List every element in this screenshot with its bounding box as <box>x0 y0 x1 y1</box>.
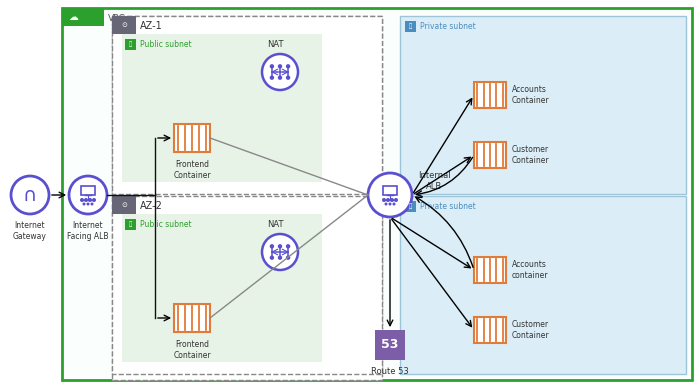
FancyBboxPatch shape <box>174 124 210 152</box>
FancyBboxPatch shape <box>112 16 382 380</box>
FancyBboxPatch shape <box>125 219 136 230</box>
Text: 🔒: 🔒 <box>128 41 132 47</box>
Text: Frontend
Container: Frontend Container <box>173 340 211 360</box>
Circle shape <box>270 244 274 249</box>
FancyBboxPatch shape <box>112 196 382 374</box>
FancyBboxPatch shape <box>400 196 686 374</box>
Circle shape <box>90 203 94 205</box>
Circle shape <box>286 75 290 80</box>
Text: Public subnet: Public subnet <box>140 40 192 49</box>
Circle shape <box>262 54 298 90</box>
Text: 53: 53 <box>382 338 399 352</box>
FancyBboxPatch shape <box>62 8 692 380</box>
Circle shape <box>87 203 90 205</box>
FancyBboxPatch shape <box>405 21 416 32</box>
FancyBboxPatch shape <box>400 16 686 194</box>
Text: Private subnet: Private subnet <box>420 202 476 210</box>
Text: Customer
Container: Customer Container <box>512 145 550 165</box>
Circle shape <box>386 198 390 202</box>
FancyBboxPatch shape <box>174 304 210 332</box>
FancyBboxPatch shape <box>125 39 136 49</box>
Text: Private subnet: Private subnet <box>420 21 476 30</box>
Text: Internet
Gateway: Internet Gateway <box>13 221 47 241</box>
Circle shape <box>278 244 282 249</box>
Text: Public subnet: Public subnet <box>140 219 192 228</box>
FancyBboxPatch shape <box>122 214 322 362</box>
FancyBboxPatch shape <box>112 16 136 34</box>
FancyBboxPatch shape <box>474 142 506 168</box>
FancyBboxPatch shape <box>112 16 382 194</box>
Text: Accounts
container: Accounts container <box>512 260 549 280</box>
FancyBboxPatch shape <box>112 196 136 214</box>
FancyBboxPatch shape <box>474 317 506 343</box>
Text: ∩: ∩ <box>23 186 37 205</box>
Text: NAT: NAT <box>267 219 284 228</box>
Circle shape <box>278 256 282 260</box>
Circle shape <box>390 198 394 202</box>
Circle shape <box>286 256 290 260</box>
Circle shape <box>88 198 92 202</box>
FancyBboxPatch shape <box>474 82 506 108</box>
Circle shape <box>286 64 290 68</box>
Circle shape <box>394 198 398 202</box>
FancyBboxPatch shape <box>474 257 506 283</box>
Text: ☁: ☁ <box>68 12 78 22</box>
Text: AZ-2: AZ-2 <box>140 201 163 211</box>
Circle shape <box>286 244 290 249</box>
Text: 🔒: 🔒 <box>128 221 132 227</box>
Text: Customer
Container: Customer Container <box>512 320 550 340</box>
Circle shape <box>270 75 274 80</box>
Circle shape <box>384 203 388 205</box>
Circle shape <box>368 173 412 217</box>
Text: Frontend
Container: Frontend Container <box>173 160 211 180</box>
Text: ⊙: ⊙ <box>121 22 127 28</box>
Circle shape <box>270 64 274 68</box>
Text: AZ-1: AZ-1 <box>140 21 162 31</box>
Circle shape <box>83 203 85 205</box>
Circle shape <box>69 176 107 214</box>
Circle shape <box>270 256 274 260</box>
Circle shape <box>84 198 88 202</box>
Circle shape <box>382 198 386 202</box>
FancyBboxPatch shape <box>375 330 405 360</box>
Text: Internet
Facing ALB: Internet Facing ALB <box>67 221 108 241</box>
Circle shape <box>92 198 96 202</box>
FancyBboxPatch shape <box>405 200 416 212</box>
Text: Accounts
Container: Accounts Container <box>512 85 550 105</box>
Text: Internal
ALB: Internal ALB <box>418 171 451 191</box>
Text: NAT: NAT <box>267 40 284 49</box>
Circle shape <box>389 203 391 205</box>
Text: VPC: VPC <box>108 14 126 23</box>
Circle shape <box>393 203 395 205</box>
Circle shape <box>80 198 84 202</box>
Text: 🔒: 🔒 <box>408 23 412 29</box>
FancyBboxPatch shape <box>62 8 104 26</box>
Text: ⊙: ⊙ <box>121 202 127 208</box>
Circle shape <box>278 64 282 68</box>
FancyBboxPatch shape <box>122 34 322 182</box>
Circle shape <box>11 176 49 214</box>
Circle shape <box>278 75 282 80</box>
Text: 🔒: 🔒 <box>408 203 412 209</box>
Circle shape <box>262 234 298 270</box>
Text: Route 53: Route 53 <box>371 367 409 376</box>
